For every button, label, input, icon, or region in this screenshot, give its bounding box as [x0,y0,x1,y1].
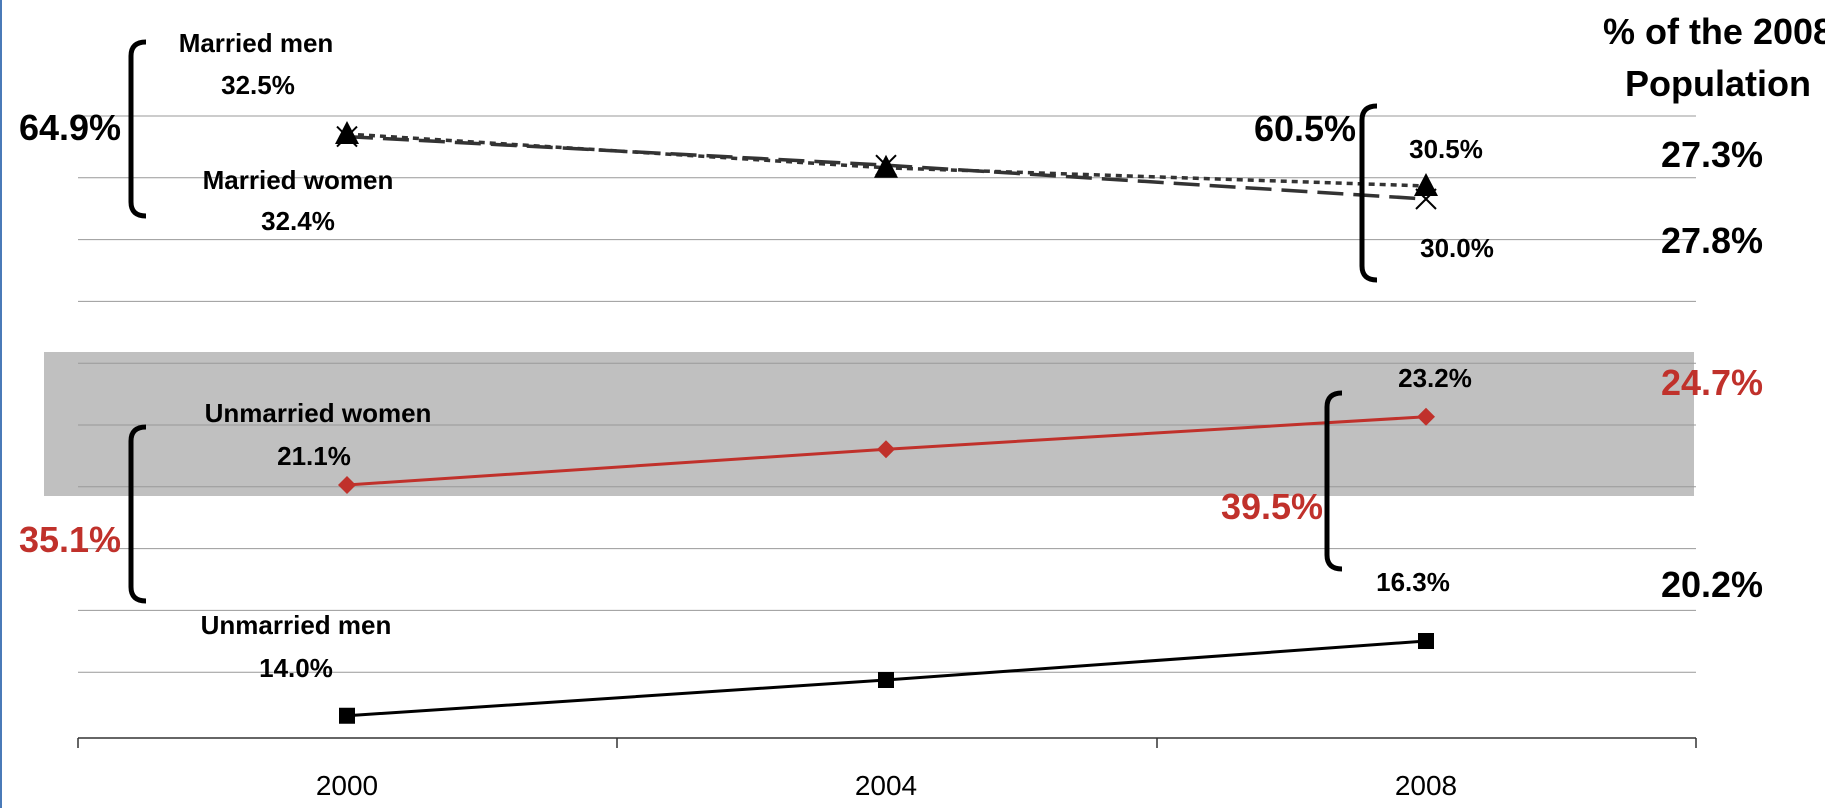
married-women-marker-2000 [336,125,358,148]
married-women-marker-2008 [1415,188,1437,210]
married-2008-total: 60.5% [1254,108,1356,149]
married-women-start-value: 32.4% [261,206,335,236]
x-tick-label: 2008 [1395,770,1457,801]
unmarried-men-marker-2004 [878,672,894,688]
series-layer [335,121,1438,724]
unmarried-men-population-share: 20.2% [1661,564,1763,605]
series-line-married-women [346,134,1427,201]
married-2000-total: 64.9% [19,107,121,148]
unmarried-men-name-label: Unmarried men [201,610,392,640]
unmarried-men-marker-2000 [339,707,355,724]
unmarried-women-marker-2008 [1417,407,1435,426]
married-women-population-share: 27.8% [1661,220,1763,261]
brackets [128,39,1378,604]
x-tick-label: 2004 [855,770,917,801]
married-women-name-label: Married women [203,165,394,195]
married-women-end-value: 30.0% [1420,233,1494,263]
x-axis: 2000 2004 2008 [77,737,1697,801]
married-men-marker-2008 [1414,173,1438,196]
unmarried-men-start-value: 14.0% [259,653,333,683]
unmarried-men-end-value: 16.3% [1376,567,1450,597]
unmarried-women-marker-2004 [877,440,895,459]
married-men-end-value: 30.5% [1409,134,1483,164]
married-2000-bracket [128,39,147,219]
unmarried-2008-total: 39.5% [1221,486,1323,527]
population-header-line-1: % of the 2008 [1603,11,1825,52]
unmarried-women-start-value: 21.1% [277,441,351,471]
married-men-start-value: 32.5% [221,70,295,100]
married-women-marker-2004 [875,154,897,176]
unmarried-women-marker-2000 [338,476,356,494]
unmarried-2008-bracket [1324,390,1343,572]
unmarried-women-population-share: 24.7% [1661,362,1763,403]
unmarried-2000-bracket [128,424,147,604]
married-men-name-label: Married men [179,28,334,58]
left-edge-border [0,0,2,808]
unmarried-women-highlight-band [44,352,1694,496]
married-men-marker-2000 [335,121,359,144]
unmarried-2000-total: 35.1% [19,519,121,560]
population-header-line-2: Population [1625,63,1811,104]
unmarried-women-end-value: 23.2% [1398,363,1472,393]
married-men-population-share: 27.3% [1661,134,1763,175]
unmarried-women-name-label: Unmarried women [205,398,432,428]
x-tick-label: 2000 [316,770,378,801]
married-2008-bracket [1359,103,1378,283]
unmarried-men-marker-2008 [1418,633,1434,649]
